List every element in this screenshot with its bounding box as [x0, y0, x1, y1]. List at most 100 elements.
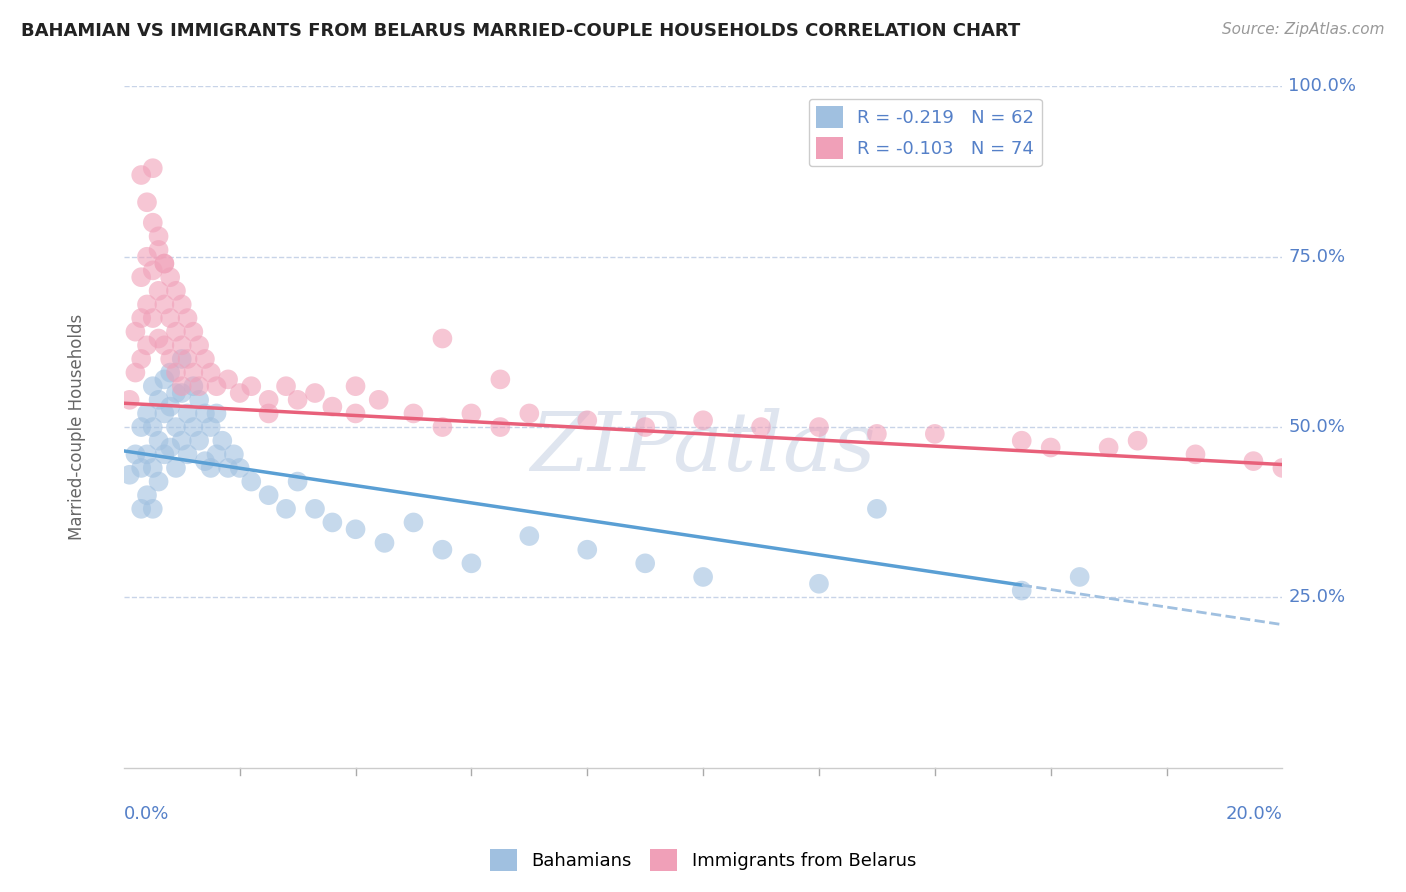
Point [749, 420, 772, 434]
Point [148, 475, 170, 489]
Point [205, 407, 228, 421]
Point [576, 542, 599, 557]
Point [153, 256, 176, 270]
Point [153, 297, 176, 311]
Point [211, 434, 233, 448]
Point [188, 379, 211, 393]
Point [344, 379, 367, 393]
Point [188, 338, 211, 352]
Point [176, 351, 198, 366]
Point [124, 325, 146, 339]
Point [489, 372, 512, 386]
Point [129, 311, 152, 326]
Point [129, 270, 152, 285]
Point [165, 325, 187, 339]
Point [142, 379, 165, 393]
Point [1011, 434, 1033, 448]
Point [1126, 434, 1149, 448]
Point [118, 392, 141, 407]
Point [183, 366, 205, 380]
Point [1184, 447, 1206, 461]
Point [807, 576, 830, 591]
Point [136, 195, 159, 210]
Point [432, 420, 454, 434]
Text: 50.0%: 50.0% [1288, 418, 1346, 436]
Point [170, 338, 193, 352]
Point [159, 441, 181, 455]
Point [367, 392, 389, 407]
Point [148, 392, 170, 407]
Point [129, 461, 152, 475]
Point [165, 461, 187, 475]
Point [432, 331, 454, 345]
Point [159, 366, 181, 380]
Point [148, 229, 170, 244]
Point [1271, 461, 1294, 475]
Point [807, 420, 830, 434]
Point [183, 420, 205, 434]
Point [240, 379, 263, 393]
Point [257, 407, 280, 421]
Point [148, 284, 170, 298]
Point [460, 407, 482, 421]
Text: 20.0%: 20.0% [1226, 805, 1282, 823]
Point [200, 461, 222, 475]
Text: 25.0%: 25.0% [1288, 589, 1346, 607]
Point [124, 447, 146, 461]
Legend: Bahamians, Immigrants from Belarus: Bahamians, Immigrants from Belarus [482, 842, 924, 879]
Text: 100.0%: 100.0% [1288, 78, 1357, 95]
Point [692, 413, 714, 427]
Point [142, 311, 165, 326]
Point [287, 392, 309, 407]
Point [228, 461, 250, 475]
Point [142, 420, 165, 434]
Point [274, 501, 297, 516]
Point [170, 386, 193, 401]
Point [136, 447, 159, 461]
Point [321, 400, 343, 414]
Point [129, 501, 152, 516]
Point [257, 392, 280, 407]
Point [1241, 454, 1264, 468]
Point [217, 372, 239, 386]
Point [136, 250, 159, 264]
Point [176, 447, 198, 461]
Point [136, 297, 159, 311]
Point [153, 372, 176, 386]
Point [866, 501, 889, 516]
Point [176, 311, 198, 326]
Point [170, 297, 193, 311]
Point [634, 420, 657, 434]
Point [165, 420, 187, 434]
Point [576, 413, 599, 427]
Point [129, 351, 152, 366]
Point [460, 557, 482, 571]
Point [1097, 441, 1119, 455]
Point [205, 447, 228, 461]
Point [148, 243, 170, 257]
Point [866, 426, 889, 441]
Point [159, 400, 181, 414]
Point [136, 338, 159, 352]
Point [136, 407, 159, 421]
Point [142, 161, 165, 176]
Point [165, 284, 187, 298]
Point [159, 311, 181, 326]
Point [287, 475, 309, 489]
Point [159, 351, 181, 366]
Point [176, 407, 198, 421]
Point [373, 536, 395, 550]
Point [200, 366, 222, 380]
Point [165, 386, 187, 401]
Point [205, 379, 228, 393]
Point [142, 501, 165, 516]
Point [129, 420, 152, 434]
Point [124, 366, 146, 380]
Text: BAHAMIAN VS IMMIGRANTS FROM BELARUS MARRIED-COUPLE HOUSEHOLDS CORRELATION CHART: BAHAMIAN VS IMMIGRANTS FROM BELARUS MARR… [21, 22, 1021, 40]
Point [194, 351, 217, 366]
Point [344, 522, 367, 536]
Point [304, 386, 326, 401]
Point [402, 516, 425, 530]
Point [142, 263, 165, 277]
Point [344, 407, 367, 421]
